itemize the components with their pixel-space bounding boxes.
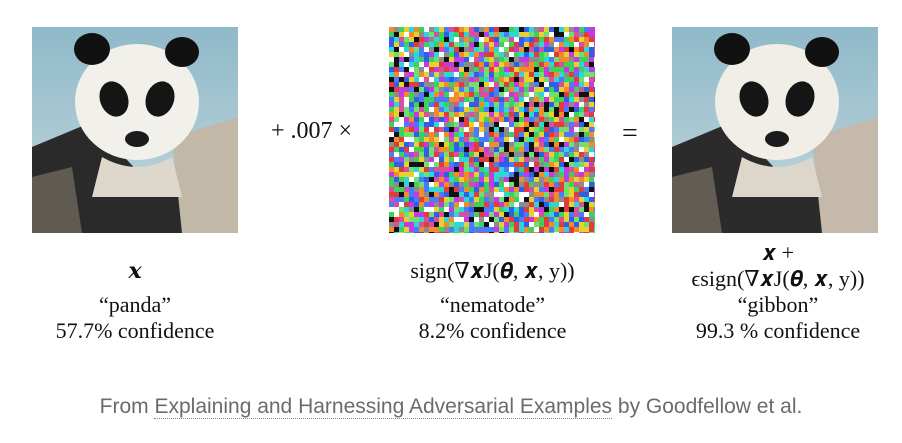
adversarial-caption-block: 𝒙 + ϵsign(∇𝒙J(𝜽, 𝒙, y)) “gibbon” 99.3 % … bbox=[658, 240, 898, 344]
adversarial-math-line2: ϵsign(∇𝒙J(𝜽, 𝒙, y)) bbox=[691, 266, 865, 291]
caption-suffix: by Goodfellow et al. bbox=[612, 395, 803, 418]
adversarial-math-line1: 𝒙 + bbox=[761, 240, 795, 265]
caption-prefix: From bbox=[99, 395, 155, 418]
panda-caption-block: 𝒙 “panda” 57.7% confidence bbox=[20, 258, 250, 344]
panda-confidence: 57.7% confidence bbox=[55, 318, 215, 343]
panda-class-label: “panda” bbox=[98, 292, 172, 317]
paper-link[interactable]: Explaining and Harnessing Adversarial Ex… bbox=[154, 395, 613, 419]
nematode-confidence: 8.2% confidence bbox=[418, 318, 567, 343]
gibbon-confidence: 99.3 % confidence bbox=[695, 318, 861, 343]
noise-caption-block: sign(∇𝒙J(𝜽, 𝒙, y)) “nematode” 8.2% confi… bbox=[370, 258, 615, 344]
perturbation-noise-image bbox=[389, 27, 595, 233]
gibbon-class-label: “gibbon” bbox=[737, 292, 819, 317]
adversarial-panda-image bbox=[672, 27, 878, 233]
plus-times-operator: + .007 × bbox=[271, 118, 353, 144]
nematode-class-label: “nematode” bbox=[439, 292, 546, 317]
panda-image bbox=[32, 27, 238, 233]
equals-operator: = bbox=[622, 118, 638, 149]
figure-caption: From Explaining and Harnessing Adversari… bbox=[0, 395, 902, 419]
sign-gradient-math-label: sign(∇𝒙J(𝜽, 𝒙, y)) bbox=[410, 258, 575, 283]
x-math-label: 𝒙 bbox=[128, 258, 142, 283]
